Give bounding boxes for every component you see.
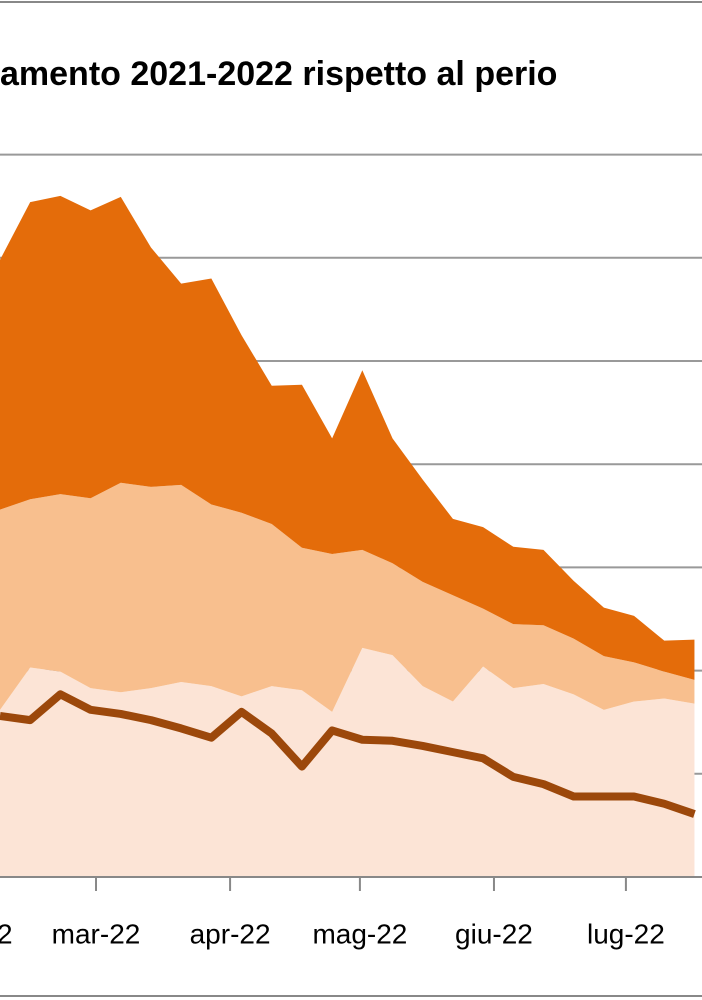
x-tick-label: lug-22 [587,918,665,949]
area [0,647,695,877]
x-tick-label: apr-22 [190,918,271,949]
x-tick-label: mar-22 [52,918,141,949]
area [0,195,695,680]
x-tick-label: mag-22 [312,918,407,949]
area [0,482,695,712]
x-axis-ticks: feb-22 mar-22 apr-22 mag-22 giu-22 lug-22 [0,877,665,949]
line [0,690,696,818]
plot-area [0,195,696,877]
x-tick-label: feb-22 [0,918,13,949]
chart-title: amento 2021-2022 rispetto al perio [0,55,557,93]
x-tick-label: giu-22 [455,918,533,949]
